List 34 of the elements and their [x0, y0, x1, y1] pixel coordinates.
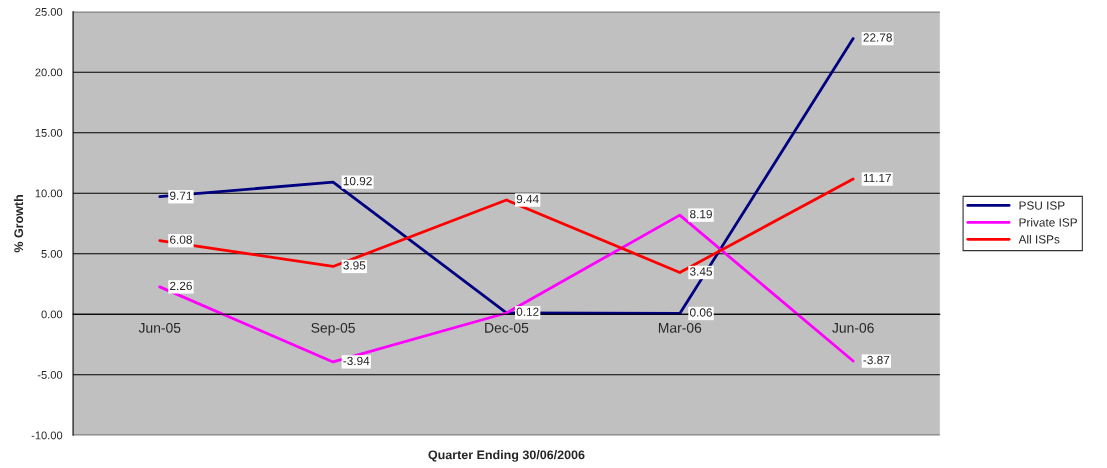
line-series [158, 37, 855, 315]
data-label: 8.19 [690, 209, 712, 219]
line-series [158, 177, 855, 274]
y-axis-title: % Growth [13, 195, 24, 253]
y-tick-label: -5.00 [37, 371, 63, 379]
x-tick-label: Jun-05 [138, 322, 181, 333]
legend-label: Private ISP [1019, 217, 1077, 227]
data-label: 9.44 [516, 194, 539, 204]
x-axis-title: Quarter Ending 30/06/2006 [428, 450, 585, 462]
y-tick-label: 20.00 [35, 68, 63, 77]
data-label: 0.06 [689, 308, 712, 317]
data-label: -3.87 [863, 355, 890, 365]
data-label: -3.94 [343, 356, 370, 366]
y-tick-label: 0.00 [41, 310, 63, 319]
data-label: 10.92 [343, 176, 372, 186]
data-label: 0.12 [516, 307, 539, 316]
legend-label: All ISPs [1018, 234, 1060, 244]
x-tick-label: Sep-05 [311, 322, 355, 336]
y-tick-label: 15.00 [35, 128, 63, 137]
data-label: 11.17 [863, 173, 891, 183]
x-tick-label: Jun-06 [832, 322, 874, 333]
x-tick-label: Dec-05 [485, 322, 529, 333]
y-tick-label: 10.00 [35, 189, 63, 198]
data-label: 22.78 [863, 33, 892, 42]
y-tick-label: 5.00 [41, 249, 63, 258]
data-label: 9.71 [170, 191, 192, 200]
data-label: 3.45 [689, 267, 713, 276]
y-tick-label: 25.00 [35, 7, 63, 16]
data-label: 6.08 [170, 235, 192, 244]
x-tick-label: Mar-06 [658, 322, 702, 333]
data-label: 3.95 [343, 261, 366, 270]
y-tick-label: -10.00 [31, 431, 63, 440]
data-label: 2.26 [170, 281, 192, 291]
legend-label: PSU ISP [1019, 201, 1065, 210]
